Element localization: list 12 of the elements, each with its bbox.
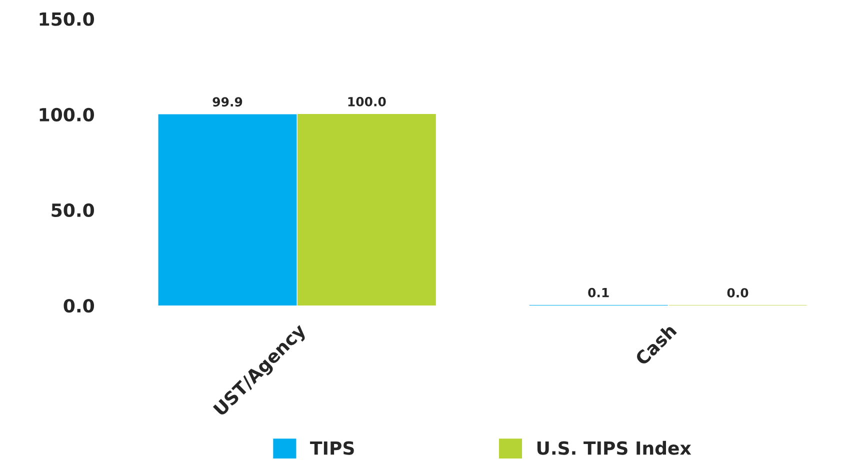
data-label: 100.0 [348,96,386,106]
bar [297,114,436,306]
y-tick-label: 50.0 [52,203,94,218]
y-tick-label: 0.0 [64,298,94,313]
y-tick-label: 100.0 [40,108,94,122]
data-label: 0.1 [588,288,609,298]
data-label: 0.0 [727,288,748,298]
legend-label: TIPS [310,441,354,455]
legend-label: U.S. TIPS Index [537,440,692,455]
bar [158,114,297,306]
y-tick-label: 150.0 [40,12,94,26]
data-label: 99.9 [212,97,242,107]
